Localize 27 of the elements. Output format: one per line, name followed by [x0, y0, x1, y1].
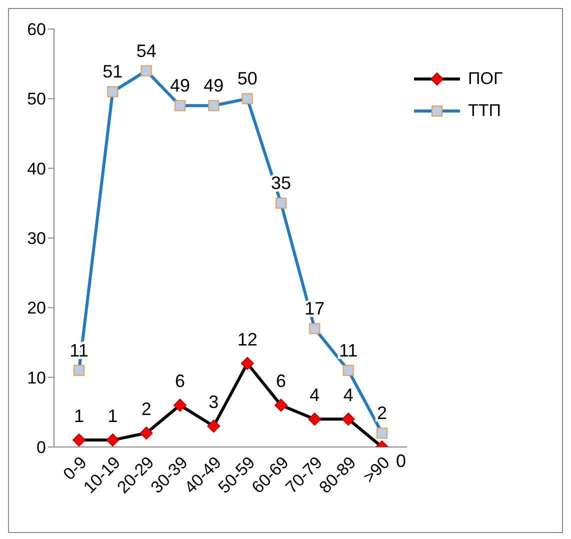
x-tick-label: >90: [360, 452, 394, 487]
y-tick-label: 10: [27, 368, 46, 388]
data-label: 4: [310, 385, 320, 406]
y-tick-label: 50: [27, 90, 46, 109]
data-label: 3: [208, 392, 219, 412]
data-label: 2: [376, 403, 388, 424]
data-label: 2: [141, 399, 152, 420]
data-label: 49: [204, 76, 224, 96]
y-tick-label: 20: [27, 298, 46, 318]
data-label: 4: [343, 385, 354, 406]
data-label: 11: [338, 340, 358, 360]
data-label: 54: [136, 40, 156, 61]
y-tick-label: 60: [27, 20, 46, 40]
data-label: 49: [170, 76, 190, 96]
y-tick-label: 30: [27, 229, 46, 248]
legend-label: ПОГ: [468, 69, 503, 89]
data-label: 51: [102, 62, 123, 82]
data-label: 12: [237, 329, 258, 350]
legend-label: ТТП: [468, 101, 501, 121]
data-label: 50: [237, 68, 258, 89]
data-label: 1: [74, 406, 84, 426]
data-label: 6: [276, 371, 286, 392]
y-tick-label: 40: [27, 159, 46, 178]
data-label: 6: [174, 371, 186, 392]
data-label: 0: [396, 451, 406, 471]
y-tick-label: 0: [36, 438, 46, 458]
data-label: 1: [108, 406, 118, 426]
